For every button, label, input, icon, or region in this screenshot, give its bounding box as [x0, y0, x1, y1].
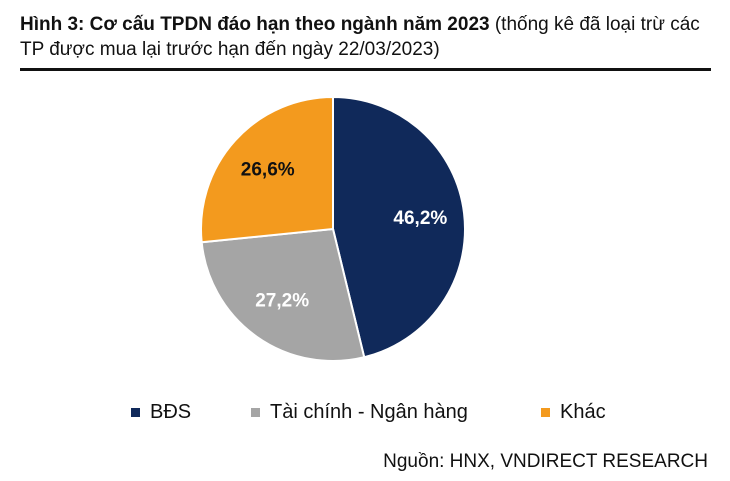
source-note: Nguồn: HNX, VNDIRECT RESEARCH	[383, 451, 708, 472]
legend-item-khac: Khác	[541, 401, 606, 424]
legend-label-khac: Khác	[560, 401, 606, 423]
pie-chart: 46,2% 27,2% 26,6%	[200, 95, 466, 362]
legend-label-bds: BĐS	[150, 401, 192, 423]
figure-title-note: (thống kê đã loại trừ các TP được mua lạ…	[20, 14, 700, 60]
legend-marker-khac	[541, 408, 550, 417]
data-label-khac: 26,6%	[241, 159, 295, 180]
title-divider	[20, 68, 711, 71]
legend-marker-tai-chinh-ngan-hang	[251, 408, 260, 417]
legend-item-bds: BĐS	[131, 401, 191, 424]
pie-slice-bds	[332, 95, 466, 359]
legend-label-tai-chinh-ngan-hang: Tài chính - Ngân hàng	[270, 401, 468, 423]
data-label-tai-chinh-ngan-hang: 27,2%	[255, 290, 309, 311]
data-label-bds: 46,2%	[393, 208, 447, 229]
pie-slice-tai-chinh-ngan-hang	[200, 227, 366, 362]
legend-item-tai-chinh-ngan-hang: Tài chính - Ngân hàng	[251, 401, 468, 424]
legend-marker-bds	[131, 408, 140, 417]
pie-slice-khac	[200, 95, 334, 244]
figure-title: Hình 3: Cơ cấu TPDN đáo hạn theo ngành n…	[20, 12, 715, 62]
figure-title-bold: Hình 3: Cơ cấu TPDN đáo hạn theo ngành n…	[20, 14, 490, 35]
